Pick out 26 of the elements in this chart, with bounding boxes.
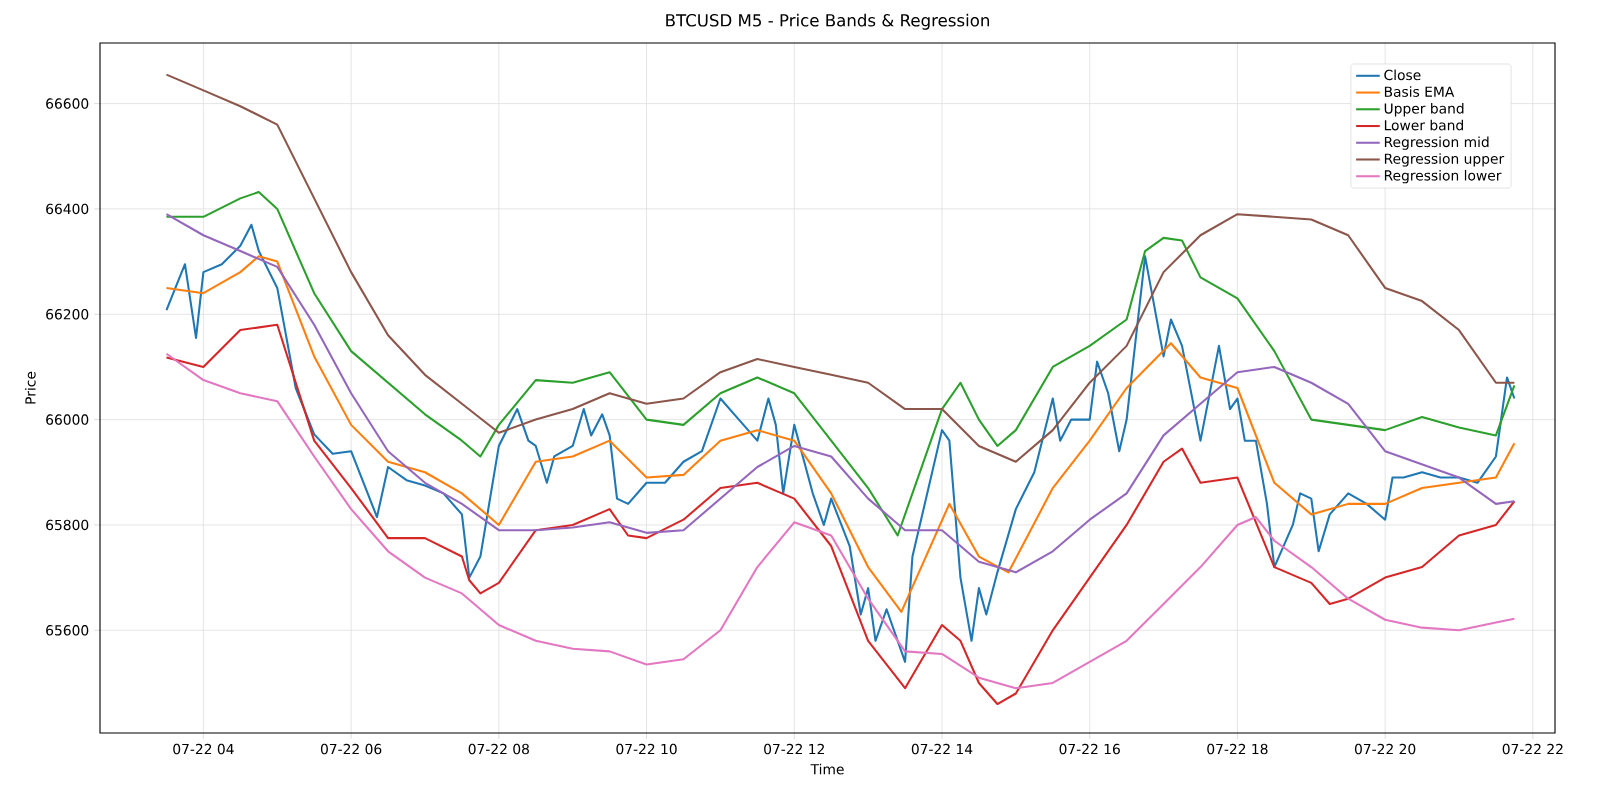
x-tick-label: 07-22 22 xyxy=(1502,743,1563,755)
legend-label: Regression upper xyxy=(1384,153,1505,167)
x-tick-label: 07-22 06 xyxy=(320,743,382,755)
y-tick-label: 66200 xyxy=(46,309,89,320)
y-tick-label: 66400 xyxy=(46,203,89,215)
y-tick-label: 65600 xyxy=(46,625,89,636)
x-tick-label: 07-22 10 xyxy=(616,743,677,755)
y-tick-label: 66000 xyxy=(46,414,89,425)
x-tick-label: 07-22 14 xyxy=(911,743,973,755)
legend-label: Basis EMA xyxy=(1384,86,1455,97)
y-axis-title: Price xyxy=(24,371,36,404)
x-tick-label: 07-22 20 xyxy=(1354,743,1416,755)
x-tick-label: 07-22 08 xyxy=(468,743,529,755)
legend-label: Lower band xyxy=(1384,119,1463,131)
y-tick-label: 66600 xyxy=(46,98,89,109)
legend-label: Regression lower xyxy=(1384,169,1502,184)
y-tick-label: 65800 xyxy=(46,519,89,531)
x-tick-label: 07-22 12 xyxy=(764,743,824,755)
legend-label: Regression mid xyxy=(1384,136,1489,150)
x-tick-label: 07-22 16 xyxy=(1059,743,1120,755)
legend-label: Upper band xyxy=(1384,102,1464,117)
x-tick-label: 07-22 18 xyxy=(1207,743,1268,755)
legend-label: Close xyxy=(1384,69,1421,81)
x-tick-label: 07-22 04 xyxy=(173,743,234,755)
x-axis-title: Time xyxy=(810,763,844,775)
chart-title: BTCUSD M5 - Price Bands & Regression xyxy=(666,13,989,30)
